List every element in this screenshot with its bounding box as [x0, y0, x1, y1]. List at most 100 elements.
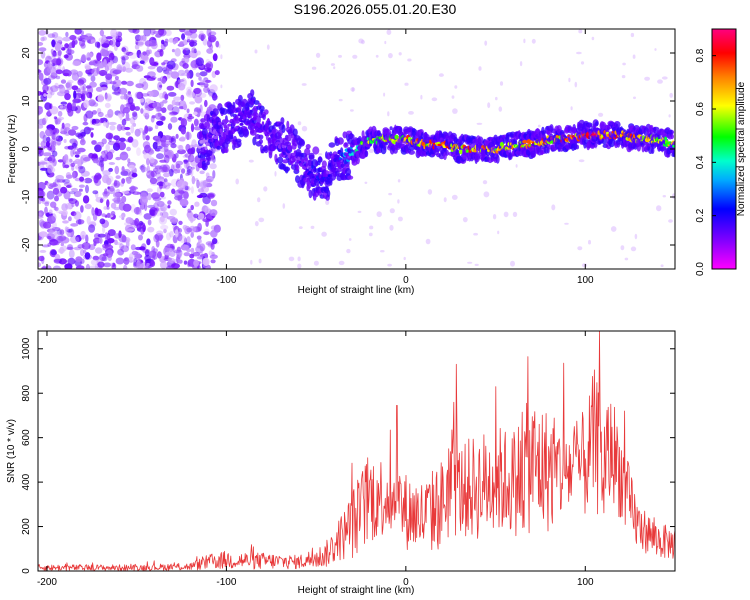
- noise-blob: [110, 202, 117, 209]
- noise-blob: [63, 139, 67, 143]
- noise-blob: [156, 230, 164, 236]
- noise-blob: [64, 164, 70, 169]
- faint-blob: [531, 38, 536, 44]
- faint-blob: [352, 54, 358, 59]
- noise-blob: [120, 245, 130, 253]
- ridge-core: [227, 123, 233, 127]
- noise-blob: [194, 87, 203, 97]
- noise-blob: [130, 124, 135, 134]
- noise-blob: [146, 158, 150, 166]
- noise-blob: [146, 171, 150, 176]
- ridge-halo: [477, 136, 484, 146]
- noise-blob: [48, 86, 53, 95]
- noise-blob: [193, 87, 201, 95]
- noise-blob: [73, 90, 77, 100]
- noise-blob: [113, 199, 123, 204]
- noise-blob: [121, 56, 126, 65]
- faint-blob: [499, 81, 504, 86]
- ridge-halo: [209, 141, 213, 149]
- noise-blob: [40, 36, 45, 42]
- noise-blob: [43, 93, 47, 97]
- noise-blob: [105, 73, 113, 80]
- noise-blob: [104, 102, 111, 109]
- spectrogram-x-tick-label: -200: [37, 275, 57, 286]
- noise-blob: [63, 154, 69, 161]
- noise-blob: [146, 192, 152, 201]
- noise-blob: [39, 161, 48, 165]
- noise-blob: [45, 128, 54, 137]
- noise-blob: [108, 121, 117, 126]
- faint-blob: [297, 121, 302, 126]
- noise-blob: [69, 191, 76, 195]
- noise-blob: [73, 190, 82, 198]
- ridge-halo: [219, 124, 223, 131]
- noise-blob: [171, 188, 176, 195]
- noise-blob: [170, 178, 179, 188]
- noise-blob: [91, 140, 97, 145]
- noise-blob: [63, 72, 70, 77]
- noise-blob: [187, 115, 195, 120]
- noise-blob: [57, 110, 63, 117]
- noise-blob: [207, 39, 213, 48]
- spectrogram-y-tick-label: 0: [21, 146, 32, 152]
- noise-blob: [212, 53, 218, 62]
- noise-blob: [71, 125, 79, 131]
- noise-blob: [156, 120, 164, 126]
- noise-blob: [113, 69, 122, 73]
- noise-blob: [61, 210, 68, 216]
- faint-blob: [661, 76, 668, 80]
- noise-blob: [84, 65, 91, 70]
- noise-blob: [143, 75, 151, 79]
- faint-blob: [325, 199, 330, 205]
- faint-blob: [389, 224, 394, 231]
- noise-blob: [81, 242, 91, 250]
- noise-blob: [51, 213, 57, 222]
- noise-blob: [190, 79, 194, 88]
- ridge-halo: [389, 126, 393, 131]
- noise-blob: [54, 82, 59, 89]
- noise-blob: [209, 36, 216, 43]
- faint-blob: [624, 257, 629, 261]
- noise-blob: [207, 32, 212, 41]
- noise-blob: [192, 251, 201, 257]
- noise-blob: [146, 262, 150, 267]
- faint-blob: [318, 153, 323, 156]
- ridge-halo: [216, 145, 222, 150]
- ridge-halo: [308, 189, 313, 199]
- noise-blob: [186, 248, 192, 253]
- faint-blob: [263, 186, 268, 192]
- noise-blob: [84, 203, 92, 210]
- noise-blob: [173, 249, 182, 254]
- noise-blob: [44, 201, 50, 207]
- faint-blob: [497, 230, 500, 235]
- noise-blob: [210, 225, 217, 230]
- faint-blob: [258, 258, 262, 264]
- noise-blob: [139, 98, 145, 103]
- noise-blob: [152, 101, 161, 109]
- faint-blob: [574, 81, 578, 88]
- noise-blob: [169, 250, 176, 257]
- faint-blob: [654, 48, 657, 51]
- noise-blob: [123, 264, 128, 269]
- noise-blob: [89, 265, 99, 269]
- noise-blob: [171, 263, 180, 269]
- faint-blob: [389, 208, 395, 214]
- ridge-core: [465, 149, 470, 153]
- noise-blob: [87, 52, 93, 59]
- noise-blob: [173, 96, 182, 101]
- snr-y-tick-label: 600: [21, 429, 32, 446]
- noise-blob: [61, 203, 68, 212]
- faint-blob: [620, 245, 625, 251]
- ridge-halo: [284, 166, 289, 174]
- noise-blob: [74, 154, 80, 158]
- noise-blob: [146, 90, 154, 97]
- noise-blob: [139, 35, 144, 41]
- noise-blob: [103, 262, 112, 268]
- ridge-core: [248, 112, 253, 116]
- noise-blob: [183, 159, 189, 163]
- noise-blob: [156, 181, 165, 186]
- faint-blob: [235, 178, 239, 185]
- ridge-halo: [329, 179, 333, 186]
- faint-blob: [515, 164, 518, 168]
- faint-blob: [250, 259, 253, 265]
